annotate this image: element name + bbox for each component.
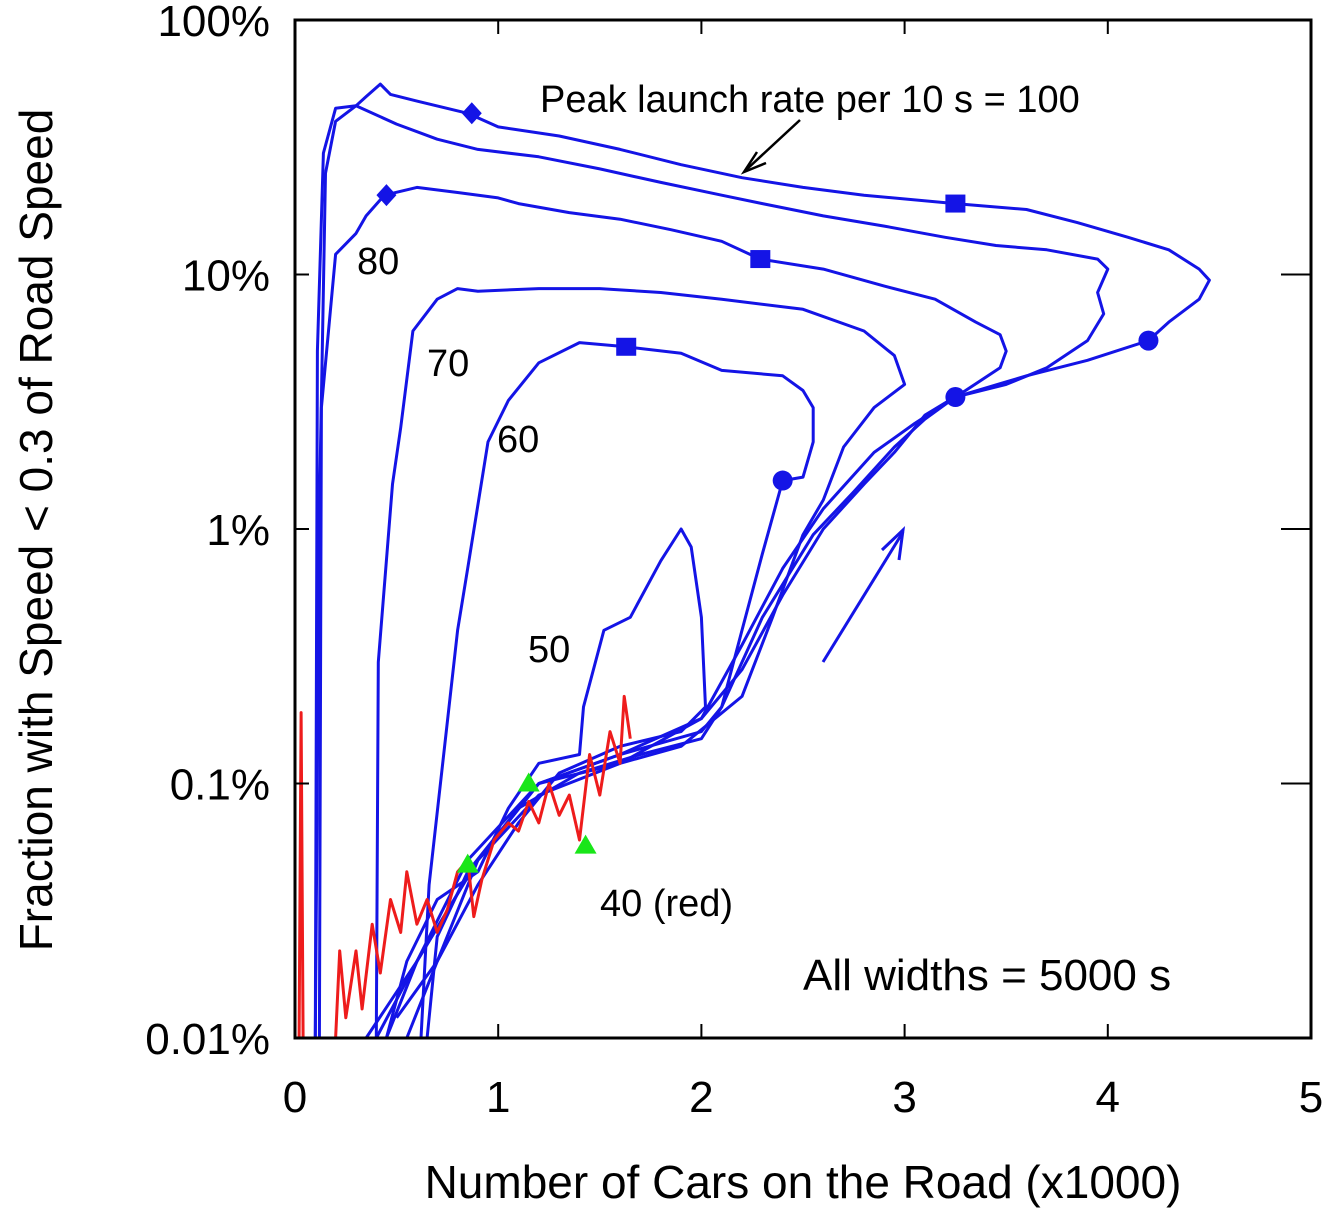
circle-marker — [945, 387, 966, 408]
width-note: All widths = 5000 s — [803, 951, 1171, 1000]
y-tick-label: 1% — [206, 506, 270, 555]
label-70: 70 — [427, 343, 469, 385]
triangle-marker — [456, 853, 479, 873]
y-tick-label: 100% — [157, 0, 270, 46]
y-tick-label: 10% — [182, 252, 270, 301]
series-line-70 — [374, 287, 907, 1039]
square-marker — [616, 337, 637, 356]
circle-marker — [772, 470, 793, 491]
square-marker — [750, 250, 771, 269]
plot-frame — [293, 18, 1313, 1040]
label-50: 50 — [528, 629, 570, 671]
series-line-100 — [313, 82, 1211, 1039]
y-tick-label: 0.1% — [170, 761, 270, 810]
diamond-marker — [461, 102, 482, 125]
x-axis-title: Number of Cars on the Road (x1000) — [425, 1156, 1182, 1208]
callout-arrow — [740, 119, 801, 175]
y-tick-label: 0.01% — [145, 1015, 270, 1064]
label-40: 40 (red) — [600, 883, 733, 925]
diamond-marker — [376, 184, 397, 207]
y-axis-title: Fraction with Speed < 0.3 of Road Speed — [10, 109, 62, 952]
square-marker — [945, 194, 966, 213]
marker-layer — [376, 102, 1159, 873]
series-layer — [297, 82, 1211, 1040]
direction-arrow — [821, 525, 906, 663]
triangle-marker — [574, 834, 597, 854]
series-line-60 — [419, 341, 815, 1039]
circle-marker — [1138, 330, 1159, 351]
series-line-90 — [313, 104, 1110, 1039]
peak-note: Peak launch rate per 10 s = 100 — [540, 79, 1080, 121]
tick-layer: 0 1 2 3 4 5 0.01% 0.1% 1% 10% 100% — [145, 0, 1323, 1122]
x-tick-label: 1 — [486, 1073, 510, 1122]
label-80: 80 — [357, 241, 399, 283]
label-60: 60 — [497, 419, 539, 461]
x-tick-label: 0 — [283, 1073, 307, 1122]
x-tick-label: 2 — [689, 1073, 713, 1122]
triangle-marker — [517, 772, 540, 792]
x-tick-label: 4 — [1096, 1073, 1120, 1122]
x-tick-label: 5 — [1299, 1073, 1323, 1122]
x-tick-label: 3 — [892, 1073, 916, 1122]
